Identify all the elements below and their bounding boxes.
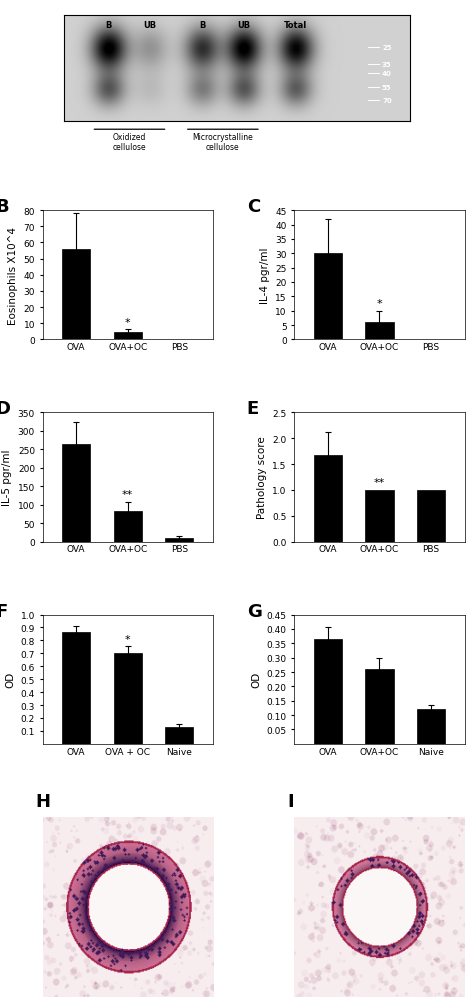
Y-axis label: Pathology score: Pathology score [257,436,267,519]
Text: *: * [125,318,130,328]
Bar [314,254,342,340]
Text: C: C [247,198,260,216]
Text: *: * [377,299,382,309]
Bar [417,490,445,542]
Text: G: G [247,602,262,620]
Bar [62,632,91,744]
Bar [365,669,393,744]
Text: Microcrystalline
cellulose: Microcrystalline cellulose [192,132,253,152]
Bar [165,727,193,744]
Text: D: D [0,400,10,418]
Bar [165,538,193,542]
Bar [365,323,393,340]
Text: I: I [288,792,294,810]
Bar [114,333,142,340]
Bar [62,445,91,542]
Text: Oxidized
cellulose: Oxidized cellulose [113,132,146,152]
Bar [365,490,393,542]
Text: **: ** [122,490,133,500]
Text: B: B [0,198,9,216]
Text: F: F [0,602,7,620]
Y-axis label: IL-4 pgr/ml: IL-4 pgr/ml [260,247,270,304]
Text: E: E [247,400,259,418]
Bar [314,639,342,744]
Bar [314,456,342,542]
Bar [114,511,142,542]
Bar [417,709,445,744]
Text: H: H [36,792,51,810]
Text: *: * [125,634,130,644]
Y-axis label: Eosinophils X10^4: Eosinophils X10^4 [8,226,18,325]
Y-axis label: OD: OD [5,671,15,687]
Bar [114,653,142,744]
Y-axis label: IL-5 pgr/ml: IL-5 pgr/ml [2,449,12,506]
Text: **: ** [374,478,385,488]
Y-axis label: OD: OD [251,671,261,687]
Bar [62,249,91,340]
Text: A: A [38,0,52,2]
